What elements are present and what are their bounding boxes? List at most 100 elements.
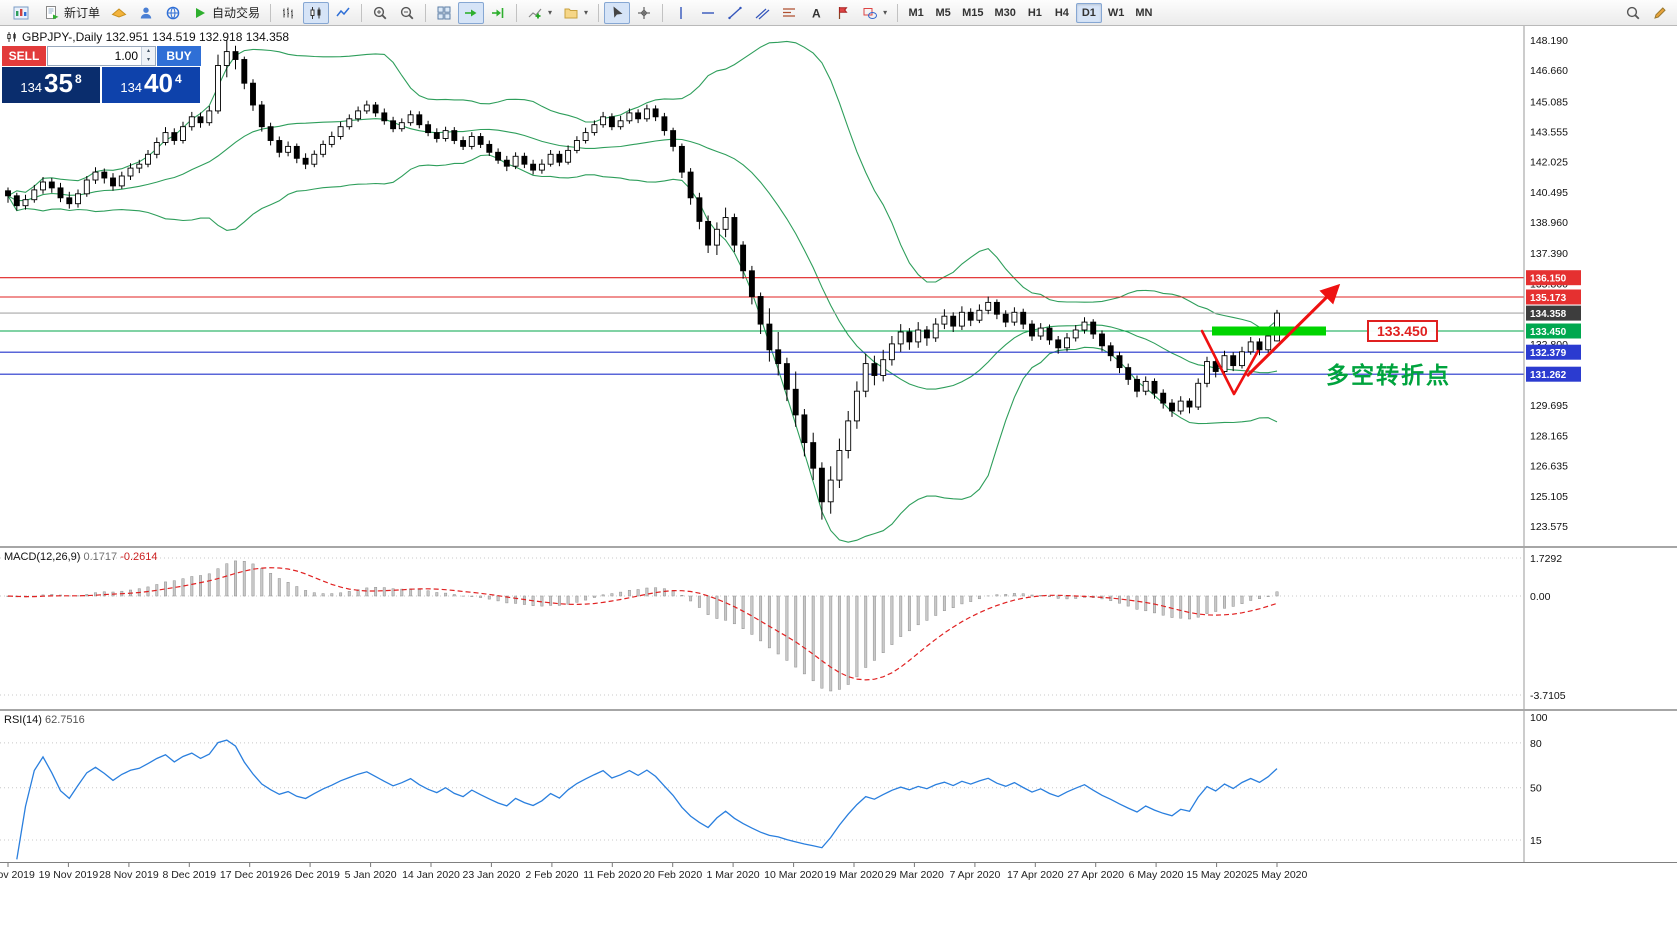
trendline-icon <box>728 6 742 19</box>
line-chart-button[interactable] <box>330 2 356 24</box>
zoom-out-button[interactable] <box>394 2 420 24</box>
turning-point-note[interactable]: 多空转折点 <box>1326 362 1451 388</box>
horizontal-line-button[interactable] <box>695 2 721 24</box>
tf-w1-button[interactable]: W1 <box>1103 3 1130 23</box>
tf-mn-button[interactable]: MN <box>1130 3 1157 23</box>
templates-button[interactable]: ▾ <box>558 2 593 24</box>
rsi-pane[interactable]: 100 80 50 15 RSI(14) 62.7516 <box>0 711 1677 862</box>
svg-text:131.262: 131.262 <box>1530 370 1567 381</box>
search-button[interactable] <box>1620 2 1646 24</box>
pane-separator[interactable] <box>0 546 1677 548</box>
channel-button[interactable] <box>749 2 775 24</box>
mql-community-button[interactable] <box>106 2 132 24</box>
svg-text:125.105: 125.105 <box>1530 491 1568 503</box>
toolbar-separator <box>897 3 899 22</box>
shapes-button[interactable]: ▾ <box>857 2 892 24</box>
svg-text:143.555: 143.555 <box>1530 127 1568 139</box>
bar-chart-button[interactable] <box>276 2 302 24</box>
symbol-info: GBPJPY-,Daily 132.951 134.519 132.918 13… <box>6 30 289 44</box>
svg-text:137.390: 137.390 <box>1530 248 1568 260</box>
svg-text:25 May 2020: 25 May 2020 <box>1247 869 1308 881</box>
bottom-spacer <box>0 884 1677 949</box>
fibonacci-icon <box>783 7 796 17</box>
buy-button[interactable]: BUY <box>157 46 201 66</box>
new-order-button[interactable]: 新订单 <box>39 2 105 24</box>
svg-text:80: 80 <box>1530 738 1542 750</box>
text-icon: A <box>812 6 821 20</box>
indicators-button[interactable]: ▾ <box>522 2 557 24</box>
candle-chart-button[interactable] <box>303 1 330 24</box>
price-callout[interactable]: 133.450 <box>1367 320 1438 342</box>
trendline-button[interactable] <box>722 2 748 24</box>
buy-price-button[interactable]: 134 40 4 <box>102 67 200 103</box>
vertical-line-button[interactable] <box>668 2 694 24</box>
svg-text:14 Jan 2020: 14 Jan 2020 <box>402 869 460 881</box>
lot-size-input[interactable] <box>48 47 141 65</box>
svg-text:140.495: 140.495 <box>1530 187 1568 199</box>
tile-windows-button[interactable] <box>431 2 457 24</box>
dropdown-caret-icon: ▾ <box>584 8 589 17</box>
search-icon <box>1626 6 1640 19</box>
svg-text:27 Apr 2020: 27 Apr 2020 <box>1067 869 1124 881</box>
fibonacci-button[interactable] <box>776 2 802 24</box>
profile-icon <box>140 7 152 18</box>
lot-decrease-button[interactable]: ▾ <box>142 56 155 65</box>
buy-price-big-figure: 134 <box>120 80 143 95</box>
edit-button[interactable] <box>1647 2 1673 24</box>
pane-separator[interactable] <box>0 709 1677 711</box>
svg-text:1 Mar 2020: 1 Mar 2020 <box>707 869 760 881</box>
svg-text:128.165: 128.165 <box>1530 430 1568 442</box>
tf-m15-button[interactable]: M15 <box>957 3 988 23</box>
bar-chart-icon <box>283 7 294 18</box>
svg-text:146.660: 146.660 <box>1530 65 1568 77</box>
toolbar-separator <box>598 3 600 22</box>
tf-d1-button[interactable]: D1 <box>1075 2 1102 23</box>
tf-h1-button[interactable]: H1 <box>1022 3 1048 23</box>
svg-text:142.025: 142.025 <box>1530 157 1568 169</box>
toolbar-separator <box>270 3 272 22</box>
lot-increase-button[interactable]: ▴ <box>142 47 155 56</box>
tf-h4-button[interactable]: H4 <box>1049 3 1075 23</box>
lot-size-field: ▴ ▾ <box>47 46 156 66</box>
crosshair-button[interactable] <box>631 2 657 24</box>
sell-button[interactable]: SELL <box>2 46 46 66</box>
tf-m5-button[interactable]: M5 <box>930 3 956 23</box>
text-button[interactable]: A <box>803 2 829 24</box>
main-toolbar: 新订单 自动交易 ▾ ▾ A ▾ M1 M5 M15 <box>0 0 1677 26</box>
sell-price-big-figure: 134 <box>20 80 43 95</box>
svg-text:20 Feb 2020: 20 Feb 2020 <box>643 869 702 881</box>
svg-text:23 Jan 2020: 23 Jan 2020 <box>462 869 520 881</box>
shapes-icon <box>863 7 878 19</box>
tile-windows-icon <box>437 6 451 19</box>
autotrading-button[interactable]: 自动交易 <box>187 2 265 24</box>
svg-text:1.7292: 1.7292 <box>1530 553 1562 565</box>
tf-m30-button[interactable]: M30 <box>989 3 1020 23</box>
templates-folder-icon <box>564 8 578 18</box>
svg-text:135.173: 135.173 <box>1530 293 1567 304</box>
sell-price-point: 8 <box>74 72 82 86</box>
svg-text:0.00: 0.00 <box>1530 591 1551 603</box>
svg-text:RSI(14) 62.7516: RSI(14) 62.7516 <box>4 714 85 726</box>
community-globe-button[interactable] <box>160 2 186 24</box>
svg-text:2 Feb 2020: 2 Feb 2020 <box>525 869 578 881</box>
svg-text:11 Feb 2020: 11 Feb 2020 <box>583 869 641 881</box>
text-label-button[interactable] <box>830 2 856 24</box>
price-chart[interactable]: 148.190 146.660 145.085 143.555 142.025 140.4… <box>0 26 1677 546</box>
svg-text:8 Dec 2019: 8 Dec 2019 <box>162 869 216 881</box>
cursor-button[interactable] <box>604 1 631 24</box>
tf-m1-button[interactable]: M1 <box>903 3 929 23</box>
chart-shift-button[interactable] <box>485 2 511 24</box>
zoom-in-button[interactable] <box>367 2 393 24</box>
pencil-icon <box>1654 6 1666 19</box>
svg-text:10 Mar 2020: 10 Mar 2020 <box>764 869 823 881</box>
svg-text:123.575: 123.575 <box>1530 521 1568 533</box>
profile-button[interactable] <box>133 2 159 24</box>
sell-price-button[interactable]: 134 35 8 <box>2 67 100 103</box>
macd-pane[interactable]: 1.7292 0.00 -3.7105 MACD(12,26,9) 0.1717 -0… <box>0 548 1677 709</box>
auto-scroll-button[interactable] <box>458 1 485 24</box>
svg-text:26 Dec 2019: 26 Dec 2019 <box>280 869 340 881</box>
svg-text:133.450: 133.450 <box>1530 327 1567 338</box>
svg-text:132.379: 132.379 <box>1530 348 1567 359</box>
